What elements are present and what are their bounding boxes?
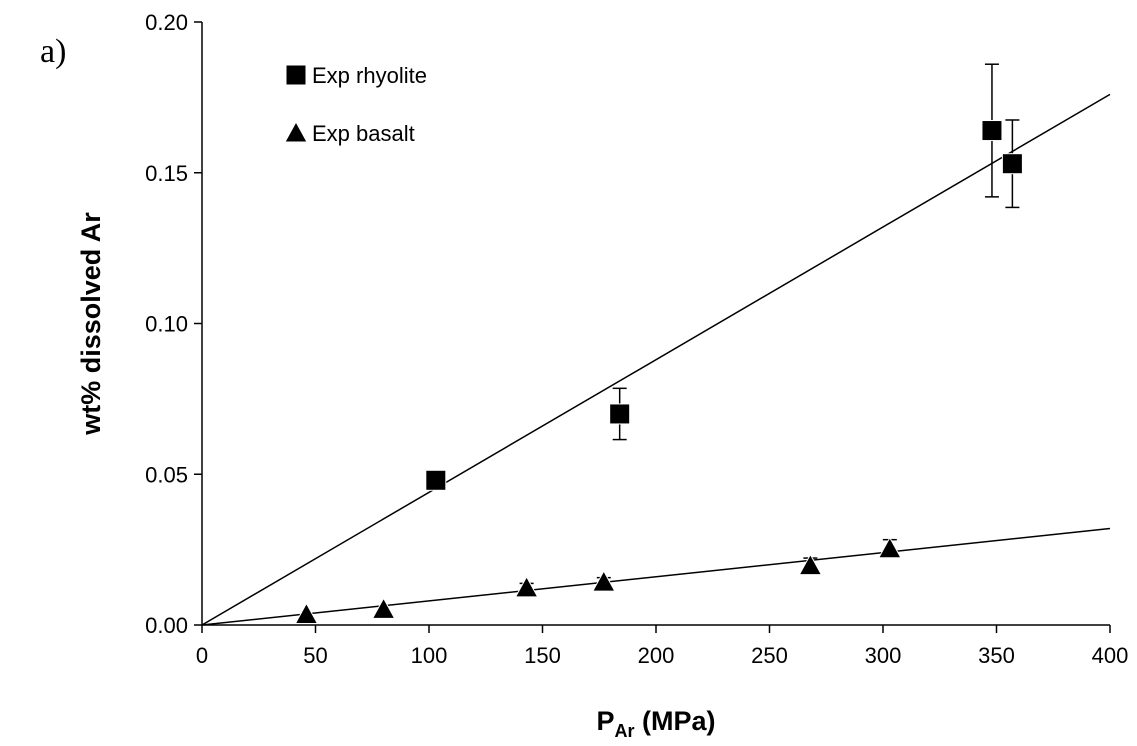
- legend: Exp rhyolite Exp basalt: [284, 63, 427, 146]
- basalt-point: [294, 602, 319, 624]
- x-tick-label: 350: [978, 643, 1015, 668]
- legend-marker: [284, 120, 308, 143]
- x-tick-label: 150: [524, 643, 561, 668]
- y-tick-label: 0.05: [145, 462, 188, 487]
- fit-line: [201, 527, 1111, 626]
- x-tick-label: 50: [303, 643, 327, 668]
- axes: 0.00 0.05 0.10 0.15 0.20 0 50 100 150 200 250 300 35…: [145, 10, 1128, 668]
- fit-lines: [201, 93, 1111, 626]
- legend-label: Exp basalt: [312, 121, 415, 146]
- x-axis-title-sub: Ar: [615, 721, 635, 741]
- panel-label: a): [40, 33, 66, 70]
- rhyolite-point: [981, 120, 1003, 142]
- basalt-point: [514, 575, 539, 598]
- y-tick-label: 0.10: [145, 312, 188, 337]
- x-axis-title: PAr (MPa): [596, 706, 715, 741]
- basalt-point: [877, 536, 902, 559]
- rhyolite-point: [609, 403, 631, 425]
- y-axis-title: wt% dissolved Ar: [76, 212, 106, 436]
- rhyolite-point: [1001, 153, 1023, 175]
- y-tick-label: 0.15: [145, 161, 188, 186]
- x-axis-title-rest: (MPa): [635, 706, 716, 736]
- basalt-point: [371, 597, 396, 619]
- x-axis-title-main: P: [596, 706, 614, 736]
- basalt-point: [591, 570, 616, 592]
- x-tick-label: 200: [638, 643, 675, 668]
- legend-marker: [285, 64, 307, 86]
- legend-label: Exp rhyolite: [312, 63, 427, 88]
- rhyolite-point: [425, 469, 447, 491]
- data-points: [294, 63, 1023, 624]
- x-tick-label: 250: [751, 643, 788, 668]
- basalt-point: [798, 553, 823, 576]
- y-tick-label: 0.00: [145, 613, 188, 638]
- x-tick-label: 300: [865, 643, 902, 668]
- x-tick-label: 0: [196, 643, 208, 668]
- fit-line: [201, 93, 1111, 626]
- x-tick-label: 400: [1092, 643, 1129, 668]
- x-tick-label: 100: [411, 643, 448, 668]
- y-tick-label: 0.20: [145, 10, 188, 35]
